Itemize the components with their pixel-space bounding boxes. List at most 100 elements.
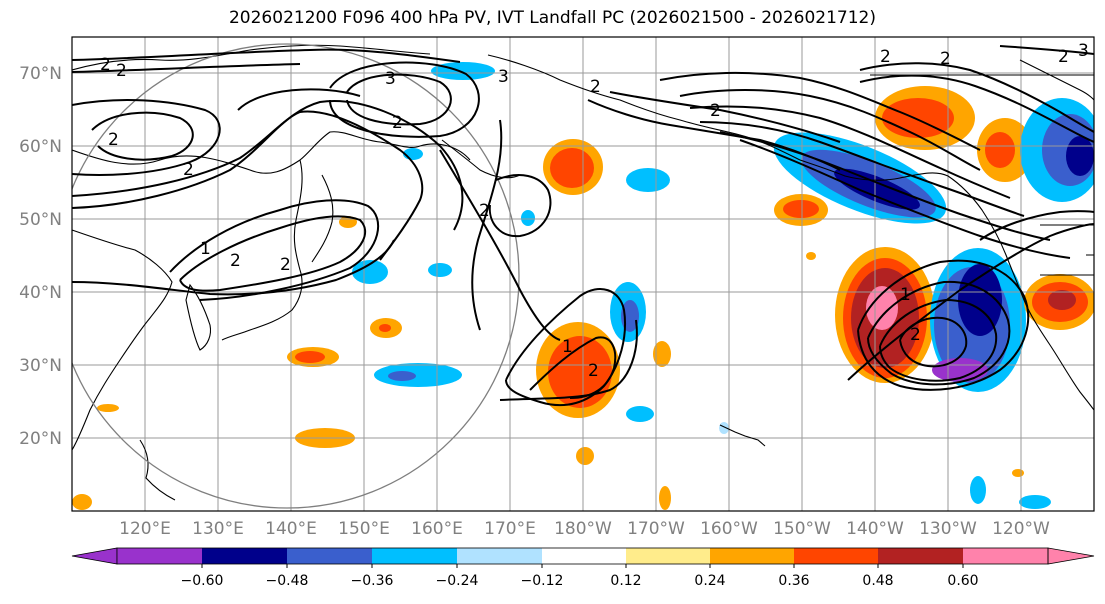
lon-label: 140°E bbox=[265, 519, 317, 539]
lon-label: 160°E bbox=[411, 519, 463, 539]
map-content: 2 2 3 2 2 2 2 2 3 2 2 2 2 1 1 2 2 1 2 2 … bbox=[72, 37, 1094, 511]
shade-positive bbox=[550, 148, 594, 188]
lon-label: 120°W bbox=[992, 519, 1050, 539]
lat-label: 60°N bbox=[19, 137, 62, 157]
shade-negative bbox=[719, 422, 729, 434]
colorbar: −0.60 −0.48 −0.36 −0.24 −0.12 0.12 0.24 … bbox=[71, 547, 1095, 589]
shade-positive bbox=[576, 447, 594, 465]
colorbar-tick-label: 0.36 bbox=[778, 573, 809, 589]
shade-negative bbox=[958, 264, 1002, 336]
colorbar-tick-label: −0.36 bbox=[351, 573, 394, 589]
contour-label: 2 bbox=[392, 113, 403, 133]
lon-label: 130°E bbox=[192, 519, 244, 539]
shade-positive bbox=[1048, 290, 1076, 310]
contour-label: 2 bbox=[910, 325, 921, 345]
shade-positive bbox=[1012, 469, 1024, 477]
colorbar-segment bbox=[626, 548, 710, 564]
shade-negative bbox=[428, 263, 452, 277]
colorbar-tick-label: −0.60 bbox=[181, 573, 224, 589]
shade-positive bbox=[806, 252, 816, 260]
contour-label: 2 bbox=[710, 101, 721, 121]
colorbar-segment bbox=[372, 548, 457, 564]
pv-contours bbox=[72, 45, 1094, 407]
lat-label: 30°N bbox=[19, 356, 62, 376]
lon-label: 150°E bbox=[338, 519, 390, 539]
colorbar-tick-label: 0.60 bbox=[947, 573, 978, 589]
lon-label: 150°W bbox=[773, 519, 831, 539]
shade-negative bbox=[431, 62, 495, 80]
shade-negative bbox=[1066, 136, 1094, 176]
contour-label: 3 bbox=[498, 67, 509, 87]
lon-label: 140°W bbox=[846, 519, 904, 539]
colorbar-segment bbox=[202, 548, 287, 564]
shade-negative bbox=[970, 476, 986, 504]
colorbar-extend-low bbox=[71, 547, 118, 565]
contour-label: 2 bbox=[280, 255, 291, 275]
contour-label: 2 bbox=[880, 47, 891, 67]
lon-label: 120°E bbox=[119, 519, 171, 539]
lon-label: 130°W bbox=[919, 519, 977, 539]
contour-label: 2 bbox=[100, 55, 111, 75]
colorbar-segment bbox=[542, 548, 626, 564]
colorbar-tick-label: 0.12 bbox=[610, 573, 641, 589]
gridlines bbox=[72, 37, 1094, 511]
colorbar-tick-label: −0.24 bbox=[436, 573, 479, 589]
shade-positive bbox=[985, 132, 1015, 168]
shade-positive bbox=[379, 324, 391, 332]
shade-negative bbox=[374, 363, 462, 387]
lon-label: 160°W bbox=[700, 519, 758, 539]
contour-label: 1 bbox=[900, 285, 911, 305]
shade-negative bbox=[626, 168, 670, 192]
colorbar-segment bbox=[287, 548, 372, 564]
contour-label: 2 bbox=[940, 49, 951, 69]
map-title: 2026021200 F096 400 hPa PV, IVT Landfall… bbox=[228, 8, 876, 28]
colorbar-segment bbox=[794, 548, 878, 564]
shade-negative bbox=[1019, 495, 1051, 509]
shade-positive bbox=[866, 286, 898, 330]
contour-label: 2 bbox=[183, 160, 194, 180]
shade-positive bbox=[548, 336, 612, 408]
shade-negative bbox=[388, 371, 416, 381]
contour-label: 2 bbox=[1058, 47, 1069, 67]
colorbar-ticks bbox=[201, 564, 964, 568]
contour-label: 1 bbox=[200, 239, 211, 259]
contour-label: 1 bbox=[562, 337, 573, 357]
colorbar-segment bbox=[878, 548, 963, 564]
shade-negative bbox=[626, 406, 654, 422]
shade-positive bbox=[783, 200, 819, 218]
contour-label: 2 bbox=[479, 201, 490, 221]
lat-axis: 70°N 60°N 50°N 40°N 30°N 20°N bbox=[19, 64, 62, 449]
lat-label: 50°N bbox=[19, 210, 62, 230]
colorbar-segment bbox=[457, 548, 542, 564]
map-frame bbox=[71, 36, 1095, 512]
contour-label: 2 bbox=[588, 361, 599, 381]
lon-label: 170°W bbox=[627, 519, 685, 539]
shade-negative bbox=[521, 210, 535, 226]
lat-label: 70°N bbox=[19, 64, 62, 84]
shade-positive bbox=[653, 341, 671, 367]
colorbar-extend-high bbox=[1047, 547, 1095, 565]
lon-label: 170°E bbox=[484, 519, 536, 539]
colorbar-segment bbox=[963, 548, 1048, 564]
colorbar-frame bbox=[116, 547, 1049, 565]
pv-shading bbox=[72, 62, 1094, 510]
lon-axis: 120°E 130°E 140°E 150°E 160°E 170°E 180°… bbox=[119, 519, 1050, 539]
colorbar-segment bbox=[117, 548, 202, 564]
contour-labels: 2 2 3 2 2 2 2 2 3 2 2 2 2 1 1 2 2 1 2 2 … bbox=[100, 41, 1089, 381]
lat-label: 20°N bbox=[19, 429, 62, 449]
shade-positive bbox=[659, 486, 671, 510]
lon-label: 180°W bbox=[554, 519, 612, 539]
shade-positive bbox=[72, 494, 92, 510]
shade-positive bbox=[295, 351, 325, 363]
shade-negative bbox=[352, 260, 388, 284]
colorbar-tick-label: −0.12 bbox=[521, 573, 564, 589]
colorbar-tick-label: −0.48 bbox=[266, 573, 309, 589]
colorbar-segment bbox=[710, 548, 794, 564]
contour-label: 2 bbox=[116, 61, 127, 81]
shade-negative bbox=[834, 168, 920, 210]
contour-label: 2 bbox=[108, 130, 119, 150]
contour-label: 2 bbox=[230, 251, 241, 271]
contour-label: 2 bbox=[590, 77, 601, 97]
contour-label: 3 bbox=[1078, 41, 1089, 61]
